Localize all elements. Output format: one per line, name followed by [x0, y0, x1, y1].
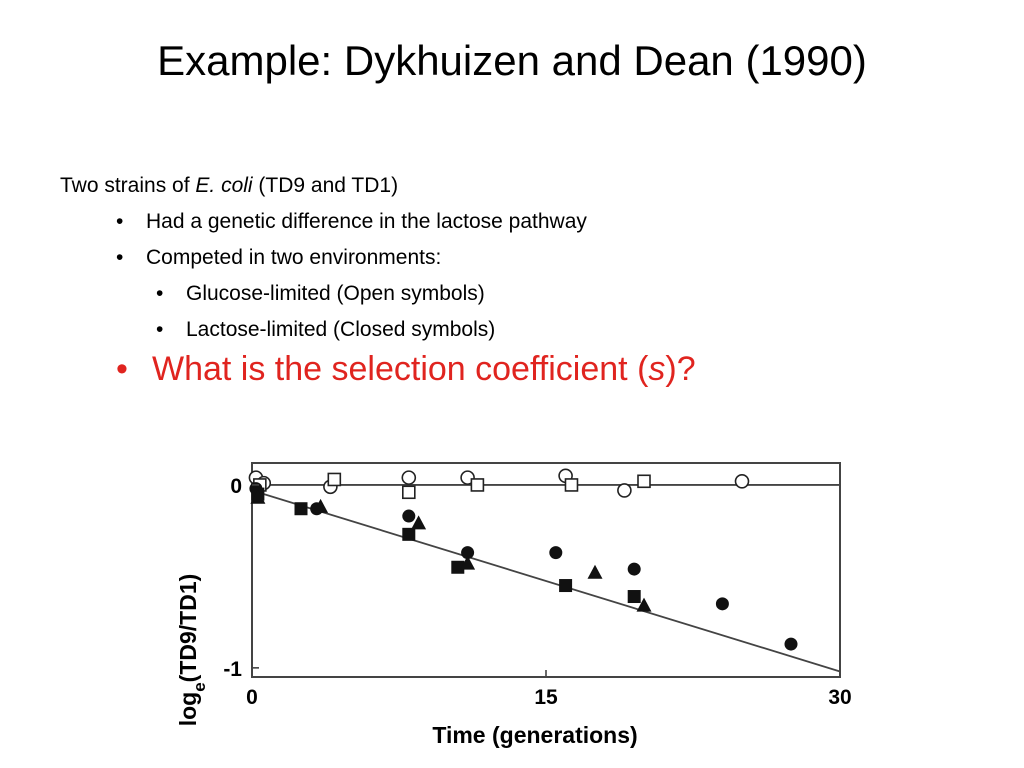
- filled-triangle-point: [313, 498, 329, 513]
- filled-triangle-point: [460, 555, 476, 570]
- filled-square-point: [451, 560, 465, 574]
- question-suffix: )?: [665, 350, 696, 388]
- fit-lines: [251, 484, 841, 673]
- open-circle-point: [401, 470, 417, 485]
- axis-ticks: 0 15 300-1: [223, 475, 851, 709]
- question-prefix: What is the selection coefficient (: [152, 350, 649, 388]
- y-axis-label: loge(TD9/TD1): [175, 574, 209, 727]
- filled-triangle-point: [250, 489, 266, 504]
- sub-bullet-text: Glucose-limited (Open symbols): [186, 282, 485, 305]
- y-label-log: log: [175, 692, 201, 727]
- y-tick-label: 0: [230, 475, 242, 498]
- filled-circle-point: [715, 597, 729, 611]
- filled-triangle-point: [411, 515, 427, 530]
- filled-triangle-point: [636, 597, 652, 612]
- filled-triangle-point: [587, 564, 603, 579]
- filled-circle-point: [549, 546, 563, 560]
- y-label-base: e: [190, 682, 209, 691]
- sub-bullet-text: Lactose-limited (Closed symbols): [186, 318, 496, 341]
- bullet-dot: •: [116, 210, 124, 233]
- bullet-text: Had a genetic difference in the lactose …: [146, 210, 587, 233]
- bullet-item: • Competed in two environments:: [60, 240, 587, 276]
- x-tick-label: 15: [534, 686, 558, 709]
- filled-square-point: [294, 502, 308, 516]
- chart: 0 15 300-1 Time (generations) loge(TD9/TD1…: [175, 462, 852, 748]
- lactose-trend-line: [251, 489, 841, 673]
- bullet-dot: •: [116, 350, 128, 388]
- bullet-text: Competed in two environments:: [146, 246, 442, 269]
- y-tick-label: -1: [223, 658, 242, 681]
- open-square-point: [470, 478, 485, 492]
- slide-body: Two strains of E. coli (TD9 and TD1) • Ha…: [60, 168, 587, 348]
- filled-circle-point: [402, 509, 416, 523]
- filled-square-point: [402, 527, 416, 541]
- data-markers: [248, 468, 798, 651]
- filled-square-point: [559, 579, 573, 593]
- open-circle-point: [617, 483, 632, 498]
- x-tick-label: 0: [246, 686, 258, 709]
- intro-suffix: (TD9 and TD1): [252, 174, 399, 197]
- sub-bullet-item: • Glucose-limited (Open symbols): [60, 276, 587, 312]
- open-circle-point: [734, 473, 750, 489]
- open-square-point: [637, 474, 651, 489]
- intro-line: Two strains of E. coli (TD9 and TD1): [60, 168, 587, 204]
- bullet-item: • Had a genetic difference in the lactose…: [60, 204, 587, 240]
- x-axis-label: Time (generations): [432, 722, 637, 748]
- question-symbol: s: [648, 350, 666, 388]
- filled-square-point: [627, 590, 641, 604]
- intro-prefix: Two strains of: [60, 174, 196, 197]
- open-square-point: [402, 485, 416, 500]
- y-label-ratio: (TD9/TD1): [175, 574, 201, 683]
- open-square-point: [564, 478, 579, 492]
- sub-bullet-item: • Lactose-limited (Closed symbols): [60, 312, 587, 348]
- bullet-dot: •: [156, 282, 164, 305]
- bullet-dot: •: [116, 246, 124, 269]
- filled-circle-point: [784, 637, 798, 651]
- bullet-dot: •: [156, 318, 164, 341]
- filled-circle-point: [627, 562, 641, 576]
- open-square-point: [327, 472, 342, 487]
- slide-title: Example: Dykhuizen and Dean (1990): [157, 37, 867, 84]
- intro-species: E. coli: [195, 174, 253, 197]
- x-tick-label: 30: [828, 686, 851, 709]
- filled-circle-point: [461, 546, 475, 560]
- question-line: • What is the selection coefficient (s)?: [116, 350, 696, 389]
- svg-text:loge(TD9/TD1): loge(TD9/TD1): [175, 574, 209, 727]
